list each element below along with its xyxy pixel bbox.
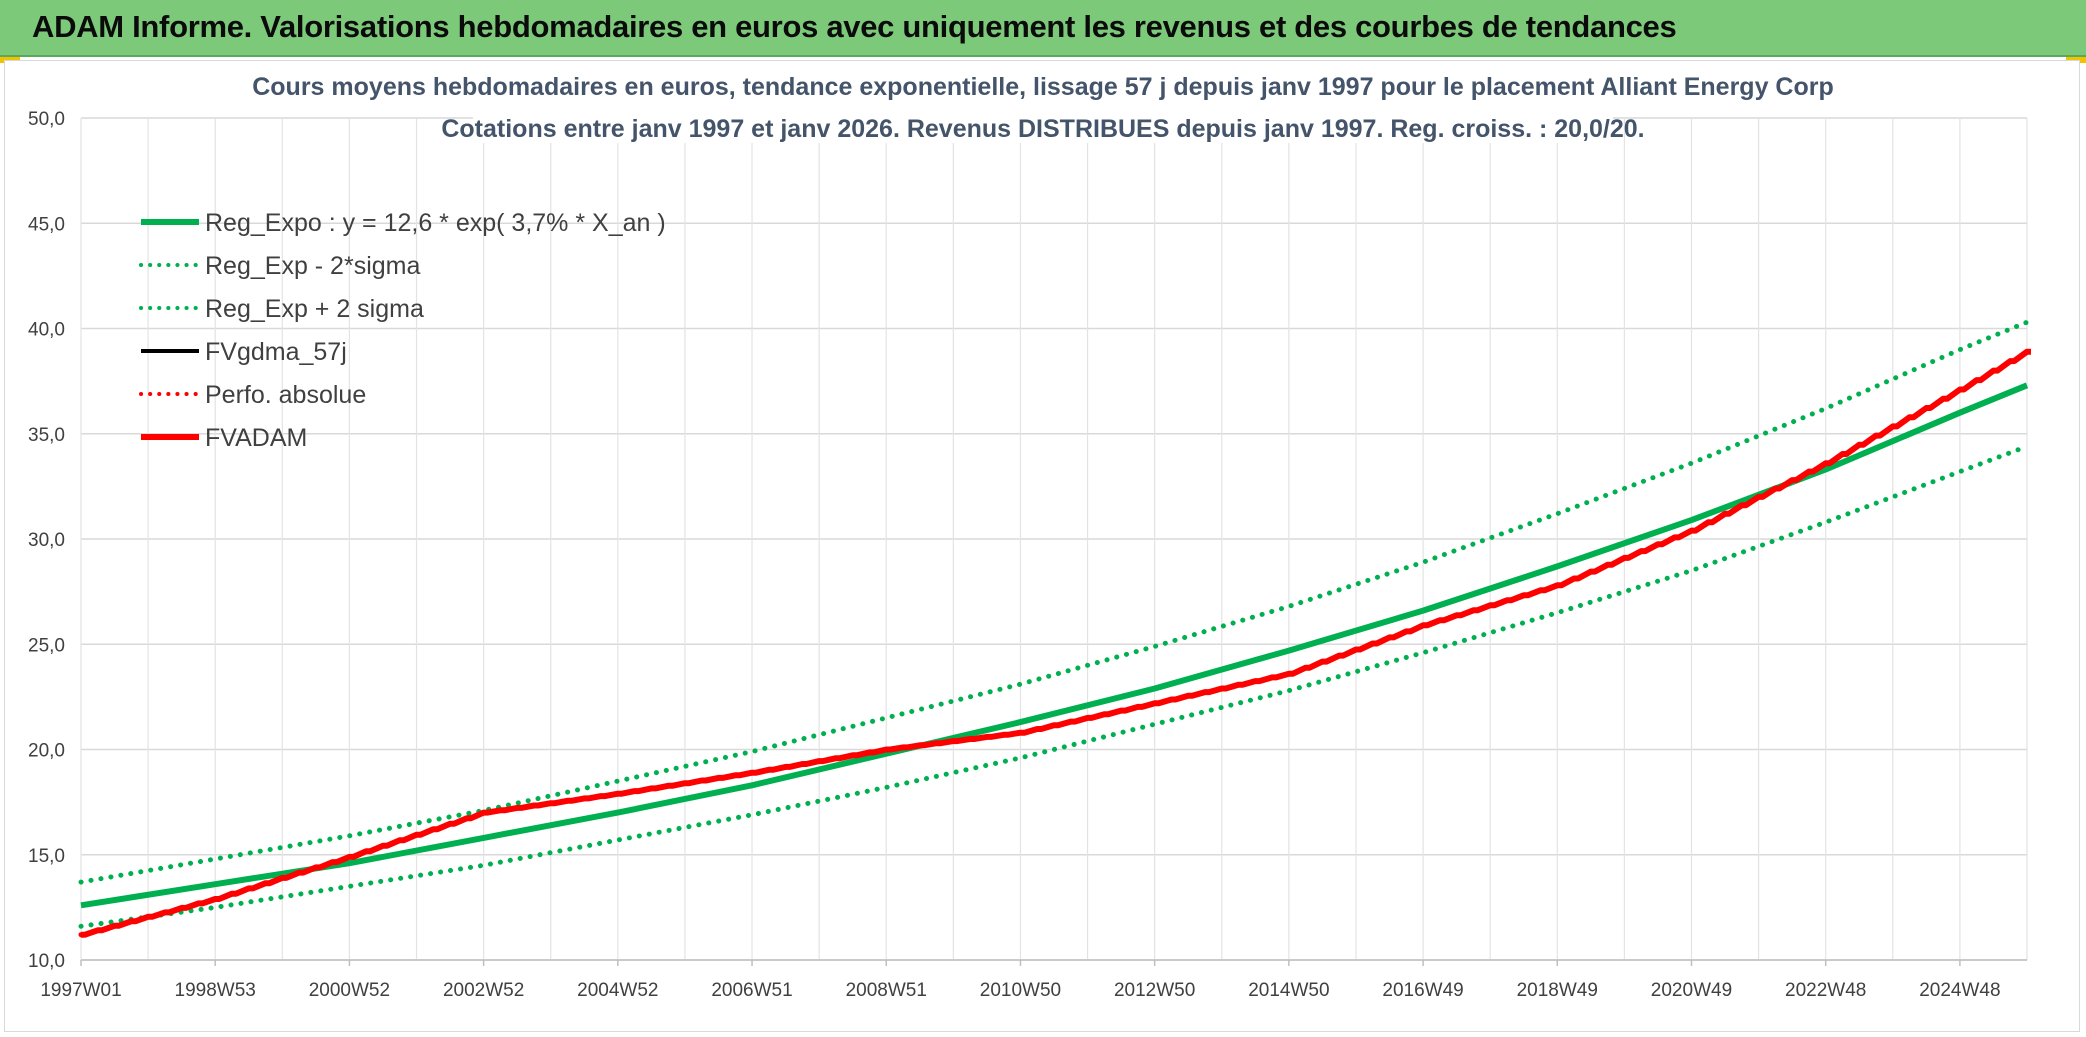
line-chart: 10,0 15,0 20,0 25,0 30,0 35,0 40,0 45,0 50,0 1997… xyxy=(28,65,2034,1001)
legend-label: Reg_Exp - 2*sigma xyxy=(205,252,420,280)
y-tick-label: 15,0 xyxy=(28,846,65,867)
x-tick-label: 2016W49 xyxy=(1382,980,1463,1001)
legend-label: FVgdma_57j xyxy=(205,338,347,366)
y-tick-label: 20,0 xyxy=(28,741,65,762)
legend-label: FVADAM xyxy=(205,424,307,452)
title-bg xyxy=(293,65,1793,103)
legend-label: Reg_Expo : y = 12,6 * exp( 3,7% * X_an ) xyxy=(205,209,666,237)
legend-label: Reg_Exp + 2 sigma xyxy=(205,295,424,323)
x-tick-label: 2000W52 xyxy=(309,980,390,1001)
x-tick-label: 2014W50 xyxy=(1248,980,1329,1001)
x-tick-label: 2008W51 xyxy=(846,980,927,1001)
subtitle-bg xyxy=(473,105,1613,143)
legend-label: Perfo. absolue xyxy=(205,381,366,409)
fvadam-line xyxy=(81,348,2031,938)
y-tick-label: 10,0 xyxy=(28,951,65,972)
chart-area: 10,0 15,0 20,0 25,0 30,0 35,0 40,0 45,0 50,0 1997… xyxy=(4,60,2080,1032)
reg-exp-plus-2sigma-line xyxy=(78,319,2030,885)
y-tick-label: 25,0 xyxy=(28,635,65,656)
y-tick-label: 35,0 xyxy=(28,425,65,446)
y-tick-label: 30,0 xyxy=(28,530,65,551)
report-banner: ADAM Informe. Valorisations hebdomadaire… xyxy=(0,0,2086,57)
x-tick-label: 2002W52 xyxy=(443,980,524,1001)
reg-expo-line xyxy=(80,382,2029,909)
chart-title: Cours moyens hebdomadaires en euros, ten… xyxy=(252,73,1834,101)
x-tick-label: 2018W49 xyxy=(1517,980,1598,1001)
x-tick-label: 2006W51 xyxy=(711,980,792,1001)
chart-subtitle: Cotations entre janv 1997 et janv 2026. … xyxy=(441,115,1644,143)
x-tick-label: 2004W52 xyxy=(577,980,658,1001)
y-tick-label: 50,0 xyxy=(28,109,65,130)
x-tick-label: 1998W53 xyxy=(175,980,256,1001)
x-tick-label: 2020W49 xyxy=(1651,980,1732,1001)
y-tick-label: 45,0 xyxy=(28,214,65,235)
x-tick-label: 2012W50 xyxy=(1114,980,1195,1001)
x-tick-label: 2010W50 xyxy=(980,980,1061,1001)
report-title: ADAM Informe. Valorisations hebdomadaire… xyxy=(32,9,1677,44)
x-tick-label: 2022W48 xyxy=(1785,980,1866,1001)
y-tick-label: 40,0 xyxy=(28,320,65,341)
x-tick-label: 2024W48 xyxy=(1919,980,2000,1001)
x-tick-label: 1997W01 xyxy=(40,980,121,1001)
